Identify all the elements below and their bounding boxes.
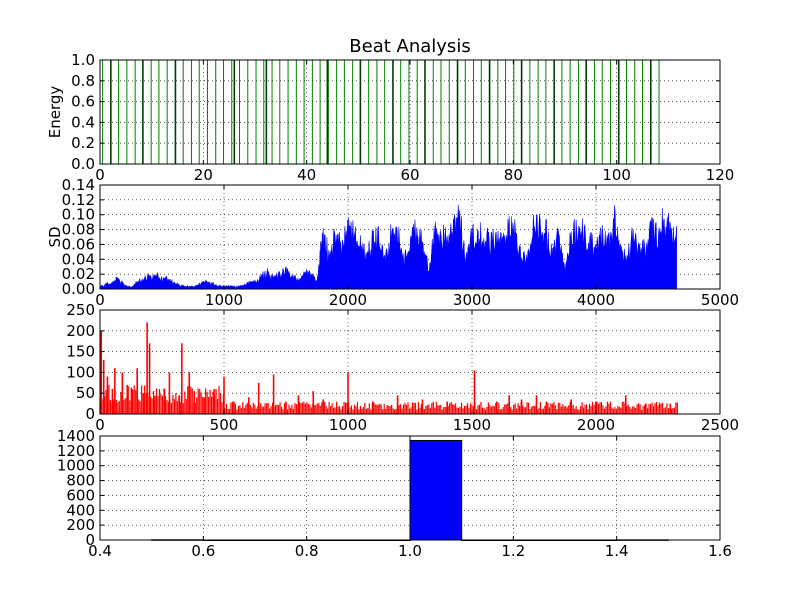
x-tick-label: 0: [95, 291, 105, 309]
y-tick-label: 0: [85, 405, 95, 423]
axes-frame: [99, 184, 721, 290]
y-axis-label: Energy: [46, 86, 64, 139]
sd-panel: 0 1000 2000 3000 4000 5000 0.000.020.040.060.0…: [46, 176, 739, 309]
y-tick-label: 50: [76, 384, 95, 402]
y-tick-label: 0.14: [62, 176, 95, 194]
x-tick-label: 20: [194, 166, 213, 184]
x-tick-label: 1.4: [605, 542, 629, 560]
y-tick-label: 0.2: [71, 134, 95, 152]
y-axis-label: SD: [46, 226, 64, 247]
x-tick-label: 60: [400, 166, 419, 184]
y-tick-label: 0: [85, 531, 95, 549]
y-tick-label: 0.12: [62, 191, 95, 209]
energy-panel: 0 20 40 60 80 100 120 0.0 0.2 0.4 0.6 0.8 1.0 Energy: [46, 51, 734, 184]
x-tick-label: 3000: [453, 291, 491, 309]
y-tick-label: 1000: [57, 457, 95, 475]
y-tick-label: 0.02: [62, 265, 95, 283]
sd-area: [99, 204, 677, 290]
histogram-bar: [409, 439, 463, 541]
y-tick-label: 0.4: [71, 113, 95, 131]
x-tick-label: 40: [297, 166, 316, 184]
x-tick-label: 0: [95, 416, 105, 434]
histogram-panel: 0.4 0.6 0.8 1.0 1.2 1.4 1.6 0200400600800100012…: [57, 427, 732, 560]
x-tick-label: 2500: [701, 416, 739, 434]
axes-layer: 0 20 40 60 80 100 1200.00.20.40.60.81.0Energy0…: [46, 51, 739, 560]
y-tick-label: 1400: [57, 427, 95, 445]
y-tick-label: 0.00: [62, 280, 95, 298]
x-tick-label: 1.0: [398, 542, 422, 560]
y-tick-label: 400: [66, 501, 95, 519]
y-tick-label: 1.0: [71, 51, 95, 69]
y-tick-label: 0.10: [62, 206, 95, 224]
y-tick-label: 0.8: [71, 72, 95, 90]
x-tick-label: 1.6: [708, 542, 732, 560]
x-tick-label: 80: [504, 166, 523, 184]
x-tick-label: 2000: [329, 291, 367, 309]
y-tick-label: 100: [66, 363, 95, 381]
x-tick-label: 0.4: [88, 542, 112, 560]
y-tick-label: 800: [66, 472, 95, 490]
y-tick-label: 250: [66, 301, 95, 319]
y-tick-label: 200: [66, 516, 95, 534]
y-tick-label: 1200: [57, 442, 95, 460]
y-tick-label: 600: [66, 486, 95, 504]
x-tick-label: 120: [706, 166, 735, 184]
axes-frame: [99, 309, 721, 415]
x-tick-label: 4000: [577, 291, 615, 309]
x-tick-label: 1.2: [501, 542, 525, 560]
x-tick-label: 5000: [701, 291, 739, 309]
y-tick-label: 0.0: [71, 155, 95, 173]
x-tick-label: 0.6: [191, 542, 215, 560]
x-tick-label: 1500: [453, 416, 491, 434]
y-tick-label: 0.08: [62, 221, 95, 239]
x-tick-label: 100: [602, 166, 631, 184]
x-tick-label: 500: [210, 416, 239, 434]
x-tick-label: 0.8: [295, 542, 319, 560]
y-tick-label: 150: [66, 343, 95, 361]
y-tick-label: 0.06: [62, 235, 95, 253]
y-tick-label: 0.04: [62, 250, 95, 268]
y-tick-label: 0.6: [71, 93, 95, 111]
x-tick-label: 2000: [577, 416, 615, 434]
x-tick-label: 1000: [205, 291, 243, 309]
y-tick-label: 200: [66, 322, 95, 340]
x-tick-label: 0: [95, 166, 105, 184]
figure-title: Beat Analysis: [349, 36, 470, 57]
x-tick-label: 1000: [329, 416, 367, 434]
